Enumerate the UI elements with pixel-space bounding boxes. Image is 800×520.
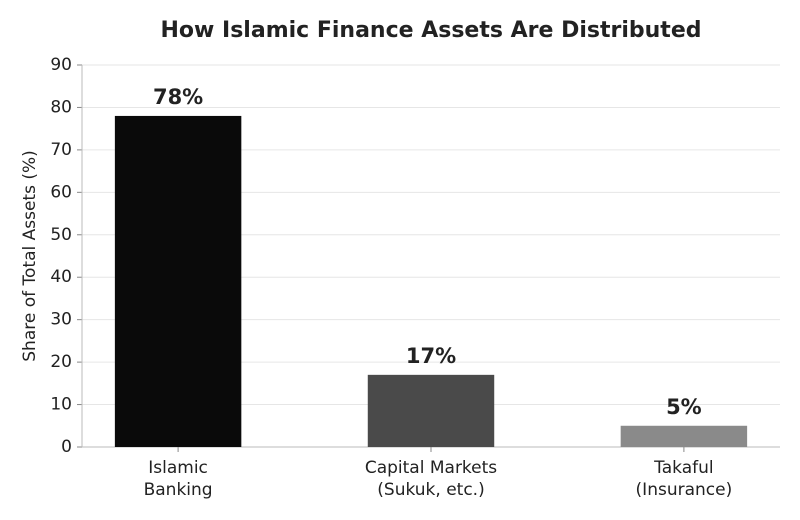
y-axis-label: Share of Total Assets (%) <box>20 150 40 362</box>
value-label: 5% <box>666 395 702 419</box>
chart-title: How Islamic Finance Assets Are Distribut… <box>161 18 702 43</box>
y-tick-label: 0 <box>61 437 72 457</box>
y-tick-label: 30 <box>50 310 72 330</box>
bar <box>620 425 748 447</box>
bar <box>367 374 495 447</box>
y-tick-label: 60 <box>50 182 72 202</box>
bar <box>114 115 242 447</box>
y-tick-label: 90 <box>50 55 72 75</box>
value-label: 17% <box>406 344 456 368</box>
y-tick-label: 70 <box>50 140 72 160</box>
value-label: 78% <box>153 85 203 109</box>
x-tick-label: Takaful (Insurance) <box>635 458 733 500</box>
y-tick-label: 50 <box>50 225 72 245</box>
x-tick-label: Capital Markets (Sukuk, etc.) <box>364 458 498 500</box>
y-tick-label: 80 <box>50 97 72 117</box>
y-tick-label: 20 <box>50 352 72 372</box>
y-tick-label: 10 <box>50 395 72 415</box>
x-tick-label: Islamic Banking <box>143 458 213 500</box>
y-tick-label: 40 <box>50 267 72 287</box>
